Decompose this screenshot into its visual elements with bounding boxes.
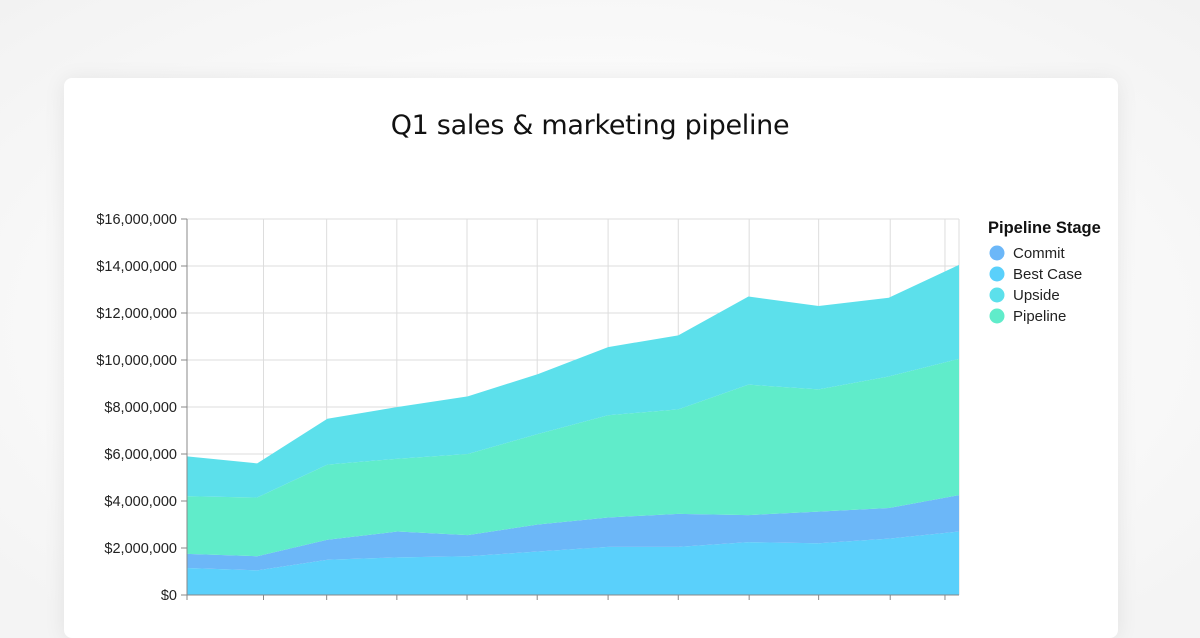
legend-label: Pipeline: [1013, 308, 1066, 325]
legend-label: Best Case: [1013, 266, 1082, 283]
x-axis: [186, 594, 959, 600]
y-tick-label: $16,000,000: [96, 212, 177, 228]
y-tick-label: $4,000,000: [104, 494, 177, 510]
y-tick-label: $12,000,000: [96, 306, 177, 322]
legend-swatch: [989, 266, 1005, 282]
legend-label: Upside: [1013, 287, 1060, 304]
area-series: [187, 264, 959, 595]
legend-swatch: [989, 287, 1005, 303]
area-pipeline[interactable]: [187, 358, 959, 557]
y-axis: $0 $2,000,000 $4,000,000 $6,000,000 $8,000,0…: [96, 212, 188, 600]
legend-title: Pipeline Stage: [988, 219, 1101, 237]
y-tick-label: $8,000,000: [104, 400, 177, 416]
area-chart: $0 $2,000,000 $4,000,000 $6,000,000 $8,000,0…: [96, 212, 1101, 600]
y-tick-label: $10,000,000: [96, 353, 177, 369]
y-tick-label: $0: [161, 588, 177, 600]
y-tick-label: $14,000,000: [96, 259, 177, 275]
legend-label: Commit: [1013, 245, 1065, 262]
legend-swatch: [989, 308, 1005, 324]
legend-item-upside[interactable]: Upside: [989, 287, 1060, 304]
legend-swatch: [989, 245, 1005, 261]
legend[interactable]: Pipeline Stage Commit Best Case Upside Pipe…: [988, 219, 1101, 325]
y-tick-label: $6,000,000: [104, 447, 177, 463]
legend-item-commit[interactable]: Commit: [989, 245, 1066, 262]
area-upside[interactable]: [187, 264, 959, 498]
legend-item-best-case[interactable]: Best Case: [989, 266, 1083, 283]
area-best-case[interactable]: [187, 531, 959, 595]
area-commit[interactable]: [187, 495, 959, 571]
card-title: Q1 sales & marketing pipeline: [390, 110, 790, 141]
legend-item-pipeline[interactable]: Pipeline: [989, 308, 1067, 325]
y-tick-label: $2,000,000: [104, 541, 177, 557]
